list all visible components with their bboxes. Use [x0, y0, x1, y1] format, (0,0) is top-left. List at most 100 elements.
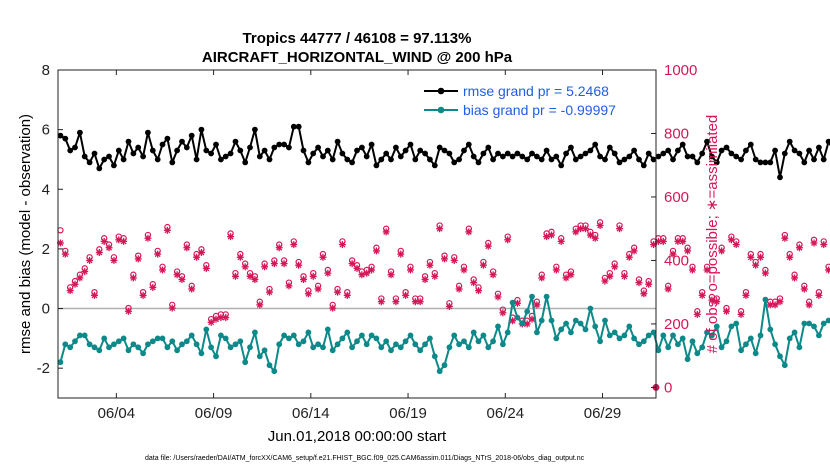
obs-assimilated-marker [732, 241, 740, 249]
asterisk-stroke [742, 292, 749, 299]
rmse-point [130, 150, 137, 157]
rmse-point [111, 162, 117, 169]
rmse-point [529, 150, 535, 157]
obs-assimilated-marker [820, 241, 828, 249]
rmse-point [645, 150, 652, 157]
bias-point [72, 338, 78, 345]
asterisk-stroke [499, 309, 506, 316]
bias-point [164, 344, 171, 351]
right-tick-label: 800 [664, 125, 689, 142]
obs-assimilated-marker [81, 268, 89, 276]
bias-point [781, 362, 788, 369]
asterisk-stroke [174, 271, 181, 278]
rmse-point [159, 141, 166, 148]
obs-assimilated-marker [120, 237, 128, 245]
bias-point [490, 338, 496, 345]
rmse-point [582, 150, 589, 157]
bias-point [77, 332, 83, 339]
rmse-point [709, 153, 715, 160]
rmse-point [475, 159, 482, 166]
rmse-point [120, 156, 127, 163]
rmse-point [339, 150, 346, 157]
asterisk-stroke [344, 292, 351, 299]
rmse-point [286, 144, 292, 151]
obs-assimilated-marker [392, 298, 400, 306]
rmse-point [650, 156, 657, 163]
bias-point [344, 329, 351, 336]
rmse-point [363, 153, 370, 160]
bias-point [655, 347, 662, 354]
bias-point [461, 338, 467, 345]
asterisk-stroke [456, 286, 463, 292]
bias-point [495, 323, 501, 330]
obs-assimilated-marker [450, 256, 458, 264]
obs-assimilated-marker [275, 244, 283, 252]
bias-point [572, 317, 579, 324]
rmse-point [208, 150, 215, 157]
rmse-point [568, 144, 574, 151]
obs-assimilated-marker [309, 272, 317, 280]
rmse-point [660, 150, 667, 157]
rmse-point [378, 156, 385, 163]
bias-point [679, 335, 686, 342]
bias-point [514, 314, 521, 321]
rmse-point [305, 159, 312, 166]
chart-subtitle: AIRCRAFT_HORIZONTAL_WIND @ 200 hPa [202, 49, 513, 66]
asterisk-stroke [183, 244, 190, 251]
asterisk-stroke [538, 274, 545, 281]
rmse-point [67, 147, 74, 154]
left-axis: -2 0 2 4 6 8 [37, 62, 63, 377]
right-tick-label: 0 [664, 379, 672, 396]
bias-point [529, 293, 535, 300]
rmse-point [227, 150, 234, 157]
obs-assimilated-marker [61, 250, 69, 258]
asterisk-stroke [135, 255, 142, 262]
asterisk-stroke [412, 298, 419, 305]
asterisk-stroke [577, 225, 584, 232]
obs-assimilated-marker [149, 283, 157, 291]
asterisk-stroke [76, 274, 83, 281]
rmse-point [636, 156, 642, 163]
legend-bias-marker [437, 106, 445, 114]
rmse-point [247, 144, 253, 151]
asterisk-stroke [796, 244, 803, 251]
rmse-point [436, 144, 443, 151]
obs-assimilated-marker [611, 263, 619, 271]
obs-assimilated-marker [795, 244, 803, 252]
obs-assimilated-marker [343, 291, 351, 299]
asterisk-stroke [640, 290, 647, 297]
obs-assimilated-marker [334, 288, 342, 296]
obs-assimilated-marker [173, 271, 181, 279]
asterisk-stroke [169, 305, 176, 312]
asterisk-stroke [281, 260, 288, 267]
right-axis: 0 200 400 600 800 1000 [651, 62, 697, 396]
bias-point [295, 341, 302, 348]
bias-point [524, 308, 531, 315]
bias-point [587, 305, 594, 312]
asterisk-stroke [426, 262, 433, 269]
obs-assimilated-marker [659, 237, 667, 245]
rmse-point [563, 150, 569, 157]
obs-assimilated-marker [586, 231, 594, 239]
obs-assimilated-marker [737, 310, 745, 318]
asterisk-stroke [655, 238, 662, 245]
bias-point [101, 335, 108, 342]
obs-assimilated-marker [562, 274, 570, 282]
rmse-point [188, 132, 195, 139]
bias-point [558, 326, 565, 333]
bias-point [791, 329, 798, 336]
rmse-point [665, 147, 672, 154]
bias-point [582, 326, 589, 333]
bias-point [315, 341, 321, 348]
obs-assimilated-marker [645, 280, 653, 288]
obs-assimilated-marker [547, 231, 555, 239]
bias-point [806, 320, 812, 327]
asterisk-stroke [684, 247, 691, 254]
bias-point [480, 332, 487, 339]
obs-assimilated-marker [800, 285, 808, 293]
obs-assimilated-marker [100, 237, 108, 245]
asterisk-stroke [689, 267, 696, 273]
line-series-layer [57, 123, 830, 375]
rmse-point [368, 141, 375, 148]
obs-assimilated-marker [183, 244, 191, 252]
